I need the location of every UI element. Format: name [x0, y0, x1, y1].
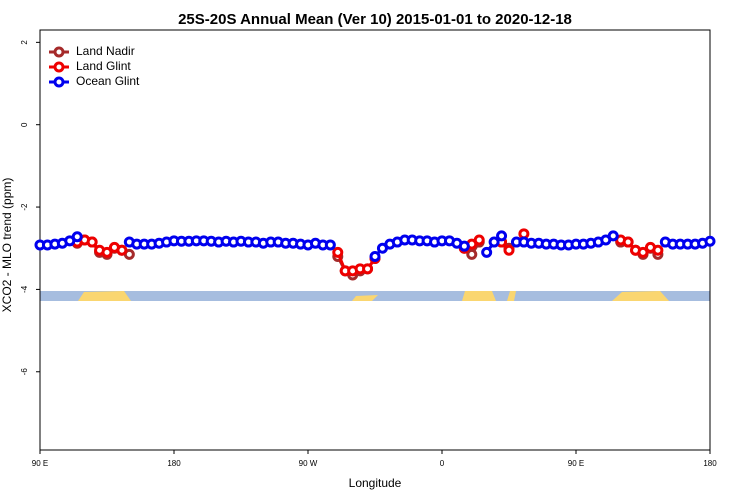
legend-label: Land Glint	[76, 59, 131, 73]
x-tick-label: 180	[167, 459, 181, 468]
x-tick-label: 90 W	[299, 459, 318, 468]
point	[101, 246, 113, 258]
point	[71, 231, 83, 243]
point	[637, 246, 649, 258]
y-tick-label: 2	[20, 40, 29, 45]
x-tick-label: 90 E	[568, 459, 584, 468]
point	[332, 246, 344, 258]
legend-label: Ocean Glint	[76, 74, 140, 88]
y-tick-label: 0	[20, 122, 29, 127]
y-axis-label: XCO2 - MLO trend (ppm)	[0, 178, 14, 313]
point	[488, 236, 500, 248]
point	[466, 248, 478, 260]
point	[704, 235, 716, 247]
point	[622, 236, 634, 248]
point	[481, 246, 493, 258]
chart-title: 25S-20S Annual Mean (Ver 10) 2015-01-01 …	[178, 11, 572, 28]
x-axis-label: Longitude	[349, 476, 402, 490]
legend-marker	[53, 61, 65, 73]
legend-marker	[53, 46, 65, 58]
legend-marker	[53, 76, 65, 88]
y-tick-label: -6	[20, 368, 29, 376]
point	[369, 250, 381, 262]
point	[324, 239, 336, 251]
x-tick-label: 0	[440, 459, 445, 468]
point	[362, 263, 374, 275]
point	[116, 244, 128, 256]
map-strip	[40, 291, 710, 301]
point	[86, 236, 98, 248]
x-tick-label: 180	[703, 459, 717, 468]
x-tick-label: 90 E	[32, 459, 48, 468]
point	[473, 234, 485, 246]
point	[458, 240, 470, 252]
point	[496, 230, 508, 242]
y-tick-label: -2	[20, 203, 29, 211]
y-tick-label: -4	[20, 285, 29, 293]
point	[652, 244, 664, 256]
point	[503, 244, 515, 256]
point	[607, 230, 619, 242]
legend-label: Land Nadir	[76, 44, 135, 58]
